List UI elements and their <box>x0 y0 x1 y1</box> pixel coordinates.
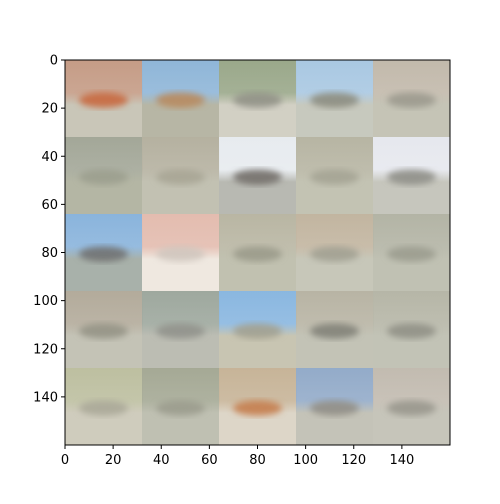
x-tick-label: 100 <box>293 453 318 468</box>
tile-object-blob <box>155 323 206 339</box>
image-tile <box>296 137 374 215</box>
tile-object-blob <box>78 169 129 185</box>
x-axis: 0 20 40 60 80 100 120 140 <box>61 445 414 468</box>
image-tile <box>373 60 450 138</box>
tile-object-blob <box>386 169 437 185</box>
image-tile <box>296 368 374 445</box>
image-tile <box>219 137 297 215</box>
x-tick-label: 0 <box>61 453 69 468</box>
x-tick-label: 140 <box>389 453 414 468</box>
image-tile <box>296 60 374 138</box>
tile-object-blob <box>155 400 206 416</box>
image-tile <box>65 368 143 445</box>
image-tile <box>65 137 143 215</box>
x-tick-label: 80 <box>249 453 266 468</box>
tile-object-blob <box>386 323 437 339</box>
y-tick-label: 100 <box>33 294 58 309</box>
tile-object-blob <box>309 92 360 108</box>
image-tile <box>219 60 297 138</box>
tile-object-blob <box>232 400 283 416</box>
image-tile <box>219 291 297 369</box>
image-tile <box>142 291 220 369</box>
tile-object-blob <box>309 169 360 185</box>
image-tile <box>296 291 374 369</box>
image-tile <box>219 214 297 292</box>
image-tile <box>373 137 450 215</box>
image-tile <box>219 368 297 445</box>
tile-object-blob <box>155 92 206 108</box>
tile-object-blob <box>386 92 437 108</box>
image-tile <box>142 60 220 138</box>
tile-object-blob <box>232 246 283 262</box>
image-tile <box>373 368 450 445</box>
tile-object-blob <box>78 246 129 262</box>
image-tile <box>142 214 220 292</box>
tile-object-blob <box>78 92 129 108</box>
y-tick-label: 20 <box>41 102 58 117</box>
image-tile <box>373 214 450 292</box>
tile-object-blob <box>386 400 437 416</box>
image-tile <box>373 291 450 369</box>
x-tick-label: 20 <box>105 453 122 468</box>
tile-object-blob <box>232 323 283 339</box>
image-tile <box>142 137 220 215</box>
y-tick-label: 80 <box>41 246 58 261</box>
y-tick-label: 40 <box>41 150 58 165</box>
image-tile <box>65 291 143 369</box>
tile-object-blob <box>78 400 129 416</box>
tile-object-blob <box>78 323 129 339</box>
y-tick-label: 0 <box>50 54 58 69</box>
y-tick-label: 60 <box>41 198 58 213</box>
tile-object-blob <box>232 169 283 185</box>
image-tile <box>65 60 143 138</box>
tile-object-blob <box>309 400 360 416</box>
y-axis: 0 20 40 60 80 100 120 140 <box>33 54 65 405</box>
tile-object-blob <box>155 246 206 262</box>
x-tick-label: 120 <box>341 453 366 468</box>
x-tick-label: 40 <box>153 453 170 468</box>
tile-object-blob <box>309 246 360 262</box>
tile-object-blob <box>386 246 437 262</box>
y-tick-label: 140 <box>33 390 58 405</box>
image-tile <box>142 368 220 445</box>
tile-object-blob <box>232 92 283 108</box>
y-tick-label: 120 <box>33 342 58 357</box>
x-tick-label: 60 <box>201 453 218 468</box>
tile-object-blob <box>155 169 206 185</box>
image-tile <box>65 214 143 292</box>
image-tile <box>296 214 374 292</box>
image-tiles <box>65 60 450 445</box>
tile-object-blob <box>309 323 360 339</box>
